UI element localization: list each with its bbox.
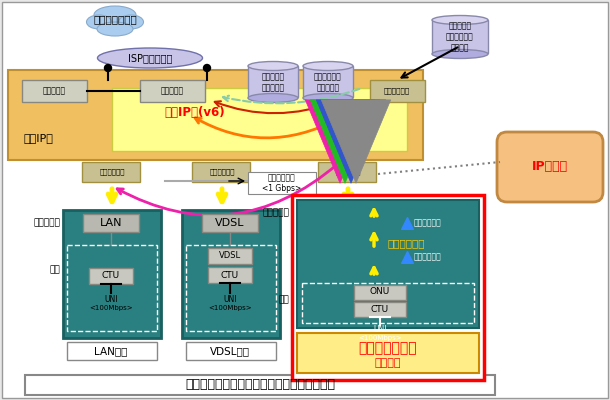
Bar — [302, 283, 474, 323]
Text: CTU: CTU — [102, 272, 120, 280]
Text: インターネット: インターネット — [93, 14, 137, 24]
Bar — [182, 210, 280, 338]
Ellipse shape — [303, 94, 353, 102]
Bar — [318, 162, 376, 182]
Text: 端終端装置: 端終端装置 — [43, 86, 65, 96]
Bar — [67, 245, 157, 331]
Text: CTU: CTU — [371, 304, 389, 314]
Circle shape — [204, 64, 210, 72]
Text: 収容ビル装置: 収容ビル装置 — [336, 169, 361, 175]
Text: 端終端装置: 端終端装置 — [160, 86, 184, 96]
Point — [402, 220, 412, 226]
Text: 光スプリッタ: 光スプリッタ — [414, 218, 442, 228]
Text: <100Mbps>: <100Mbps> — [89, 305, 133, 311]
Ellipse shape — [303, 62, 353, 70]
Text: 地域IP網(v6): 地域IP網(v6) — [165, 106, 225, 118]
Text: フレッツ・光プレミアム　マンションタイプ: フレッツ・光プレミアム マンションタイプ — [185, 378, 335, 392]
Bar — [67, 342, 157, 360]
Text: 収容ビル装置: 収容ビル装置 — [209, 169, 235, 175]
Text: 光ファイバー
<1 Gbps>: 光ファイバー <1 Gbps> — [262, 173, 301, 193]
Ellipse shape — [94, 6, 136, 24]
Text: VDSL: VDSL — [219, 252, 241, 260]
Bar — [297, 333, 479, 373]
Text: 光スプリッタ: 光スプリッタ — [414, 252, 442, 262]
Text: LAN: LAN — [100, 218, 122, 228]
Text: 各戸: 各戸 — [49, 266, 60, 274]
Text: UNI: UNI — [104, 294, 118, 304]
Bar — [370, 80, 425, 102]
Ellipse shape — [248, 94, 298, 102]
Bar — [112, 88, 407, 151]
Bar — [208, 248, 252, 264]
FancyBboxPatch shape — [497, 132, 603, 202]
Text: IP電話網: IP電話網 — [532, 160, 568, 174]
Bar — [186, 342, 276, 360]
Bar — [432, 20, 488, 53]
Point — [402, 254, 412, 260]
Text: <100Mbps>: <100Mbps> — [208, 305, 252, 311]
Ellipse shape — [248, 62, 298, 70]
Text: 地域IP網: 地域IP網 — [23, 133, 53, 143]
Ellipse shape — [118, 15, 143, 29]
Text: VDSL: VDSL — [215, 218, 245, 228]
Bar — [83, 214, 139, 232]
Text: UNI: UNI — [373, 326, 387, 334]
Bar — [248, 66, 298, 97]
Bar — [354, 302, 406, 317]
Text: 今回追加: 今回追加 — [375, 358, 401, 368]
Text: 収容ビル装置: 収容ビル装置 — [99, 169, 125, 175]
Text: LAN方式: LAN方式 — [95, 346, 127, 356]
Text: テレビ電話
機能サーバ: テレビ電話 機能サーバ — [262, 72, 284, 92]
Bar — [186, 245, 276, 331]
Text: マンション: マンション — [33, 218, 60, 228]
Text: マンション: マンション — [262, 208, 289, 218]
Ellipse shape — [432, 50, 488, 58]
Bar — [354, 285, 406, 300]
Bar — [292, 195, 484, 380]
Bar — [303, 66, 353, 97]
Text: UNI: UNI — [223, 294, 237, 304]
Ellipse shape — [97, 22, 133, 36]
Bar — [140, 80, 205, 102]
Text: 収容ビル装置: 収容ビル装置 — [384, 88, 410, 94]
Bar — [89, 268, 133, 284]
Text: <100Mbps>: <100Mbps> — [358, 335, 402, 341]
Bar — [22, 80, 87, 102]
Bar — [208, 267, 252, 283]
Text: セキュリティ
機能サーバ: セキュリティ 機能サーバ — [314, 72, 342, 92]
Bar — [8, 70, 423, 160]
Text: ISP事業者様網: ISP事業者様網 — [128, 53, 172, 63]
Ellipse shape — [432, 16, 488, 24]
Bar — [248, 172, 316, 194]
Bar — [25, 375, 495, 395]
Text: 各戸: 各戸 — [278, 296, 289, 304]
Ellipse shape — [98, 48, 203, 68]
Text: コンテンツ
プロバイダ様
等サーバ: コンテンツ プロバイダ様 等サーバ — [446, 21, 474, 53]
Bar — [297, 200, 479, 328]
Circle shape — [104, 64, 112, 72]
Text: 光ファイバー: 光ファイバー — [387, 238, 425, 248]
Bar — [63, 210, 161, 338]
Bar — [202, 214, 258, 232]
Text: VDSL方式: VDSL方式 — [210, 346, 250, 356]
Bar — [192, 162, 250, 182]
Bar — [82, 162, 140, 182]
Text: CTU: CTU — [221, 270, 239, 280]
Text: ひかり配線方式: ひかり配線方式 — [359, 341, 417, 355]
Text: ONU: ONU — [370, 288, 390, 296]
Ellipse shape — [87, 15, 112, 29]
